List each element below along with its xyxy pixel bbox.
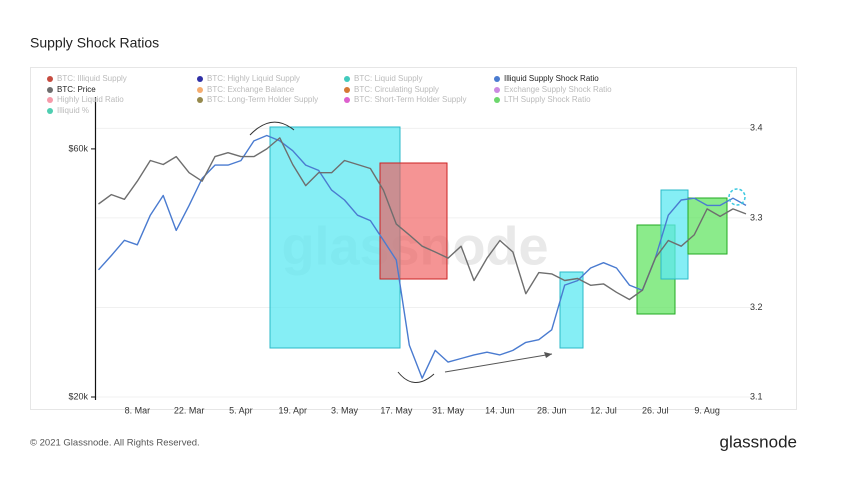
legend: BTC: Illiquid Supply BTC: Highly Liquid S… [47, 74, 612, 115]
lines [97, 134, 747, 379]
x-tick-label: 22. Mar [174, 405, 205, 415]
y2-tick-label: 3.4 [750, 123, 763, 133]
legend-label: BTC: Liquid Supply [354, 74, 422, 83]
y-tick-label: $20k [68, 391, 88, 401]
legend-label: LTH Supply Shock Ratio [504, 95, 591, 104]
legend-label: BTC: Circulating Supply [354, 85, 439, 94]
x-tick-label: 14. Jun [485, 405, 515, 415]
arc [249, 121, 295, 136]
legend-label: BTC: Exchange Balance [207, 85, 295, 94]
legend-label: BTC: Highly Liquid Supply [207, 74, 300, 83]
legend-label: Highly Liquid Ratio [57, 95, 124, 104]
legend-label: Exchange Supply Shock Ratio [504, 85, 612, 94]
legend-label: Illiquid Supply Shock Ratio [504, 74, 599, 83]
legend-label: Illiquid % [57, 106, 89, 115]
legend-marker [197, 76, 203, 82]
arc [397, 371, 435, 383]
x-tick-label: 28. Jun [537, 405, 567, 415]
y2-tick-label: 3.1 [750, 391, 763, 401]
highlight-box [559, 271, 584, 349]
legend-marker [494, 97, 500, 103]
y-tick-label: $60k [68, 143, 88, 153]
arrow-head [544, 352, 552, 358]
legend-marker [47, 76, 53, 82]
legend-marker [344, 97, 350, 103]
x-tick-label: 26. Jul [642, 405, 669, 415]
legend-marker [344, 87, 350, 93]
series-line [98, 137, 747, 301]
legend-marker [494, 76, 500, 82]
x-tick-label: 5. Apr [229, 405, 253, 415]
legend-label: BTC: Price [57, 85, 96, 94]
x-tick-label: 17. May [380, 405, 413, 415]
annotations [249, 121, 746, 383]
x-tick-label: 9. Aug [694, 405, 720, 415]
y2-tick-label: 3.2 [750, 302, 763, 312]
legend-marker [197, 97, 203, 103]
y2-tick-label: 3.3 [750, 212, 763, 222]
legend-label: BTC: Long-Term Holder Supply [207, 95, 318, 104]
legend-marker [197, 87, 203, 93]
highlight-box [660, 189, 689, 280]
arrow [444, 353, 553, 373]
legend-marker [47, 108, 53, 114]
legend-label: BTC: Illiquid Supply [57, 74, 127, 83]
x-tick-label: 8. Mar [125, 405, 151, 415]
x-tick-label: 31. May [432, 405, 465, 415]
highlight-box [379, 162, 448, 280]
legend-marker [494, 87, 500, 93]
legend-label: BTC: Short-Term Holder Supply [354, 95, 466, 104]
x-tick-label: 19. Apr [278, 405, 307, 415]
highlight-circle [728, 188, 746, 206]
chart-title: Supply Shock Ratios [30, 35, 159, 51]
legend-marker [344, 76, 350, 82]
legend-marker [47, 97, 53, 103]
logo: glassnode [719, 432, 797, 451]
x-tick-label: 3. May [331, 405, 359, 415]
x-tick-label: 12. Jul [590, 405, 617, 415]
highlight-box [687, 197, 728, 255]
legend-marker [47, 87, 53, 93]
copyright: © 2021 Glassnode. All Rights Reserved. [30, 438, 200, 449]
